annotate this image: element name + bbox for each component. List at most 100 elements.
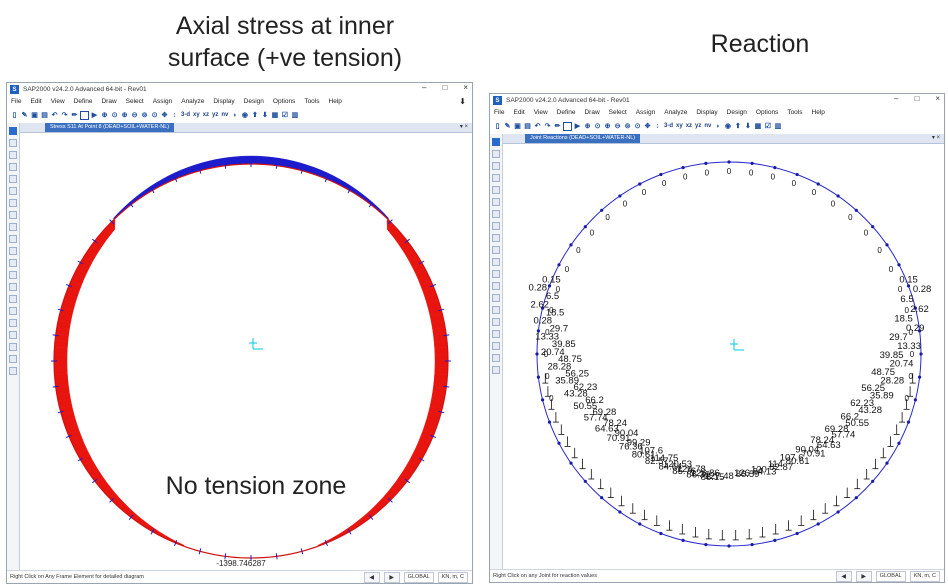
rotate-icon[interactable]: ↕ bbox=[172, 111, 177, 119]
snap-icon[interactable] bbox=[9, 295, 17, 303]
snap-perp-icon[interactable] bbox=[492, 342, 500, 350]
zoom-previous-icon[interactable]: ⊙ bbox=[151, 112, 158, 119]
draw-solid-icon[interactable] bbox=[492, 222, 500, 230]
draw-frame-icon[interactable] bbox=[9, 175, 17, 183]
support-icon[interactable] bbox=[9, 367, 17, 375]
perspective-icon[interactable]: ◗ bbox=[715, 122, 720, 130]
down-icon[interactable]: ⬇ bbox=[261, 112, 268, 119]
maximize-button[interactable]: □ bbox=[442, 83, 448, 92]
undo-icon[interactable]: ↶ bbox=[51, 112, 58, 119]
menu-tools[interactable]: Tools bbox=[787, 109, 803, 116]
view-xz-button[interactable]: xz bbox=[202, 112, 210, 118]
menu-options[interactable]: Options bbox=[755, 109, 779, 116]
snap-perp-icon[interactable] bbox=[9, 331, 17, 339]
redo-icon[interactable]: ↷ bbox=[61, 112, 68, 119]
minimize-button[interactable]: – bbox=[422, 83, 427, 92]
draw-area-icon[interactable] bbox=[492, 210, 500, 218]
tab-controls[interactable]: ▾ × bbox=[459, 124, 468, 130]
open-file-icon[interactable]: ✎ bbox=[21, 112, 28, 119]
show-icon[interactable]: ◉ bbox=[724, 123, 731, 130]
close-button[interactable]: × bbox=[463, 83, 468, 92]
menu-draw[interactable]: Draw bbox=[584, 109, 600, 116]
save-icon[interactable]: ▣ bbox=[514, 123, 521, 130]
units-select[interactable]: KN, m, C bbox=[909, 570, 940, 582]
menu-design[interactable]: Design bbox=[243, 98, 264, 105]
run-analysis-icon[interactable]: ⊕ bbox=[101, 112, 108, 119]
pencil-icon[interactable]: ✏ bbox=[554, 123, 561, 130]
lock-icon[interactable] bbox=[563, 121, 572, 131]
new-file-icon[interactable]: ▯ bbox=[495, 123, 500, 130]
minimize-button[interactable]: – bbox=[894, 94, 899, 103]
menu-analyze[interactable]: Analyze bbox=[664, 109, 688, 116]
tab-controls[interactable]: ▾ × bbox=[931, 135, 940, 141]
download-icon[interactable]: ⬇ bbox=[459, 97, 466, 106]
zoom-out-icon[interactable]: ⊖ bbox=[131, 112, 138, 119]
zoom-previous-icon[interactable]: ⊙ bbox=[634, 123, 641, 130]
menu-options[interactable]: Options bbox=[272, 98, 296, 105]
menu-tools[interactable]: Tools bbox=[304, 98, 320, 105]
menu-file[interactable]: File bbox=[494, 109, 505, 116]
view-xy-button[interactable]: xy bbox=[676, 123, 683, 129]
clear-selection-icon[interactable] bbox=[492, 282, 500, 290]
menu-analyze[interactable]: Analyze bbox=[181, 98, 205, 105]
menu-define[interactable]: Define bbox=[73, 98, 93, 105]
prev-arrow-button[interactable]: ◀ bbox=[835, 570, 852, 582]
snap-grid-icon[interactable] bbox=[9, 343, 17, 351]
print-icon[interactable]: ▤ bbox=[524, 123, 531, 130]
draw-section-icon[interactable] bbox=[492, 246, 500, 254]
draw-point-icon[interactable] bbox=[492, 162, 500, 170]
model-canvas[interactable]: No tension zone -1398.746287 bbox=[20, 133, 472, 571]
redo-icon[interactable]: ↷ bbox=[544, 123, 551, 130]
view-xz-button[interactable]: xz bbox=[685, 123, 693, 129]
view-nv-button[interactable]: nv bbox=[704, 123, 712, 129]
chart-icon[interactable]: ▥ bbox=[774, 123, 782, 130]
menu-edit[interactable]: Edit bbox=[30, 98, 42, 105]
menu-design[interactable]: Design bbox=[726, 109, 747, 116]
draw-brace-icon[interactable] bbox=[492, 198, 500, 206]
snap-mid-icon[interactable] bbox=[492, 318, 500, 326]
pan-icon[interactable]: ✥ bbox=[161, 112, 168, 119]
menu-help[interactable]: Help bbox=[811, 109, 825, 116]
perspective-icon[interactable]: ◗ bbox=[232, 111, 237, 119]
menu-file[interactable]: File bbox=[11, 98, 22, 105]
prev-arrow-button[interactable]: ◀ bbox=[363, 571, 380, 583]
open-file-icon[interactable]: ✎ bbox=[504, 123, 511, 130]
view-yz-button[interactable]: yz bbox=[695, 123, 702, 129]
save-icon[interactable]: ▣ bbox=[31, 112, 38, 119]
zoom-full-icon[interactable]: ⊚ bbox=[624, 123, 631, 130]
menu-view[interactable]: View bbox=[50, 98, 65, 105]
snap-end-icon[interactable] bbox=[492, 330, 500, 338]
snap-end-icon[interactable] bbox=[9, 319, 17, 327]
zoom-in-icon[interactable]: ⊕ bbox=[604, 123, 611, 130]
model-canvas[interactable]: 0 0 0 0 0 0 0 0 0 0 0 0 0 0 0 0 0 0 0 0 0 0 0 0 0 0 0 0 0 0 0 0.15 0.28 6… bbox=[503, 144, 944, 570]
maximize-button[interactable]: □ bbox=[914, 94, 920, 103]
view-3d-button[interactable]: 3-d bbox=[664, 123, 673, 129]
pointer-icon[interactable] bbox=[492, 138, 500, 146]
check-icon[interactable]: ☑ bbox=[281, 112, 289, 119]
reshape-icon[interactable] bbox=[9, 139, 17, 147]
tab-stress-view[interactable]: Stress S11 At Point 8 (DEAD+SOIL+WATER-N… bbox=[45, 123, 175, 132]
pencil-icon[interactable]: ✏ bbox=[71, 112, 78, 119]
tab-reactions-view[interactable]: Joint Reactions (DEAD+SOIL+WATER-NL) bbox=[525, 134, 641, 143]
run-analysis-icon[interactable]: ⊕ bbox=[584, 123, 591, 130]
zoom-window-icon[interactable]: ⊙ bbox=[111, 112, 118, 119]
view-yz-button[interactable]: yz bbox=[212, 112, 219, 118]
new-file-icon[interactable]: ▯ bbox=[12, 112, 17, 119]
draw-line-icon[interactable] bbox=[492, 174, 500, 182]
zoom-full-icon[interactable]: ⊚ bbox=[141, 112, 148, 119]
draw-section-icon[interactable] bbox=[9, 235, 17, 243]
draw-solid-icon[interactable] bbox=[9, 211, 17, 219]
menu-draw[interactable]: Draw bbox=[101, 98, 117, 105]
view-3d-button[interactable]: 3-d bbox=[181, 112, 190, 118]
coord-system-select[interactable]: GLOBAL bbox=[875, 570, 906, 582]
up-icon[interactable]: ⬆ bbox=[734, 123, 741, 130]
snap-tool-icon[interactable] bbox=[492, 366, 500, 374]
select-previous-icon[interactable] bbox=[9, 259, 17, 267]
menu-select[interactable]: Select bbox=[125, 98, 144, 105]
menu-help[interactable]: Help bbox=[328, 98, 342, 105]
zoom-in-icon[interactable]: ⊕ bbox=[121, 112, 128, 119]
draw-area-icon[interactable] bbox=[9, 199, 17, 207]
snap-icon[interactable] bbox=[492, 306, 500, 314]
print-icon[interactable]: ▤ bbox=[41, 112, 48, 119]
run-icon[interactable]: ▶ bbox=[91, 112, 98, 119]
